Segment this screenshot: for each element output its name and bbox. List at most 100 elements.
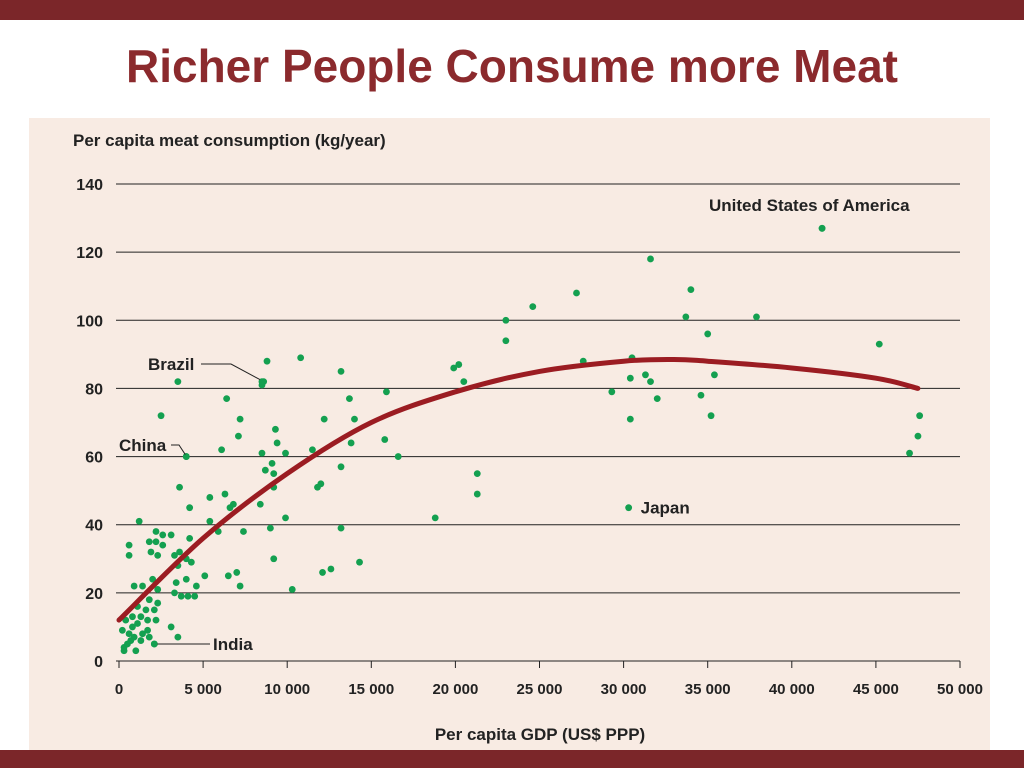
trend-line [116,356,921,623]
data-point [218,446,226,454]
y-tick-labels: 0 20 40 60 80 100 120 140 [76,177,103,671]
data-point [125,541,133,549]
y-tick-label: 40 [85,518,103,535]
data-point [297,354,305,362]
data-point [139,630,146,638]
x-tick-label: 45 000 [853,681,899,698]
data-point [687,286,695,294]
data-point [176,548,183,556]
data-point [187,558,195,566]
data-point [653,395,661,403]
data-point [502,337,510,345]
data-point [152,538,160,546]
x-tick-label: 35 000 [685,681,731,698]
data-point [223,395,231,403]
data-point [129,613,136,621]
data-point [460,378,468,386]
data-point [707,412,715,420]
x-tick-label: 15 000 [348,681,394,698]
data-point [682,313,690,321]
data-point [473,470,481,478]
x-tick-label: 10 000 [264,681,310,698]
data-point [137,637,145,644]
data-point [154,586,162,593]
y-tick-label: 20 [85,586,103,603]
annotation-usa: United States of America [709,196,910,215]
data-point [206,494,214,501]
data-point [282,514,289,522]
x-axis-label: Per capita GDP (US$ PPP) [435,725,645,744]
x-tick-label: 20 000 [432,681,478,698]
data-point [235,432,242,440]
data-point [258,449,266,457]
data-point [381,436,389,443]
annotations: United States of America Brazil China Japan… [119,196,910,654]
data-point [129,623,136,631]
data-point [118,626,126,634]
bottom-bar [0,750,1024,768]
y-tick-label: 80 [85,381,103,398]
x-tick-label: 0 [115,681,123,698]
x-tick-labels: 0 5 000 10 000 15 000 20 000 25 000 30 000 35 0… [115,681,983,698]
x-tick-label: 25 000 [517,681,563,698]
data-point [159,541,167,549]
annotated-point [150,640,158,648]
y-tick-label: 60 [85,450,103,467]
data-point [319,569,326,576]
x-tick-label: 50 000 [937,681,983,698]
data-point [201,572,209,580]
data-point [753,313,760,321]
data-point [266,524,274,532]
data-point [270,470,278,478]
data-point [647,255,654,263]
data-point [337,367,345,375]
data-point [314,483,321,491]
data-point [502,316,510,324]
data-point [132,647,140,655]
annotation-brazil: Brazil [148,355,194,374]
data-point [152,616,160,624]
data-point [144,626,151,634]
data-point [337,524,345,532]
data-point [256,500,264,508]
data-point [152,528,160,535]
data-point [263,357,271,365]
data-point [351,415,358,423]
data-point [273,439,281,447]
data-point [186,534,194,542]
data-point [224,572,232,580]
data-point [192,582,200,590]
data-point [647,378,654,386]
data-point [626,374,634,382]
data-point [233,569,241,576]
data-point [135,517,143,525]
data-point [144,616,151,624]
data-point [573,289,580,297]
y-tick-label: 140 [76,177,103,194]
data-point [184,592,192,600]
data-point [157,412,165,420]
data-point [159,531,167,539]
x-tick-label: 30 000 [601,681,647,698]
data-point [914,432,922,440]
data-point [134,620,141,627]
x-tick-label: 5 000 [184,681,222,698]
data-point [177,592,185,600]
data-point [875,340,883,348]
data-points [118,224,924,655]
data-point [236,415,244,423]
data-point [906,449,913,457]
data-point [704,330,712,338]
data-point [288,586,296,593]
annotated-point [625,504,633,512]
data-point [608,388,616,396]
data-point [142,606,150,614]
data-point [272,425,279,433]
data-point [137,613,145,621]
data-point [431,514,439,522]
data-point [182,575,190,583]
data-point [167,623,175,631]
data-point [206,517,214,525]
data-point [529,303,537,311]
annotated-point [182,453,190,460]
